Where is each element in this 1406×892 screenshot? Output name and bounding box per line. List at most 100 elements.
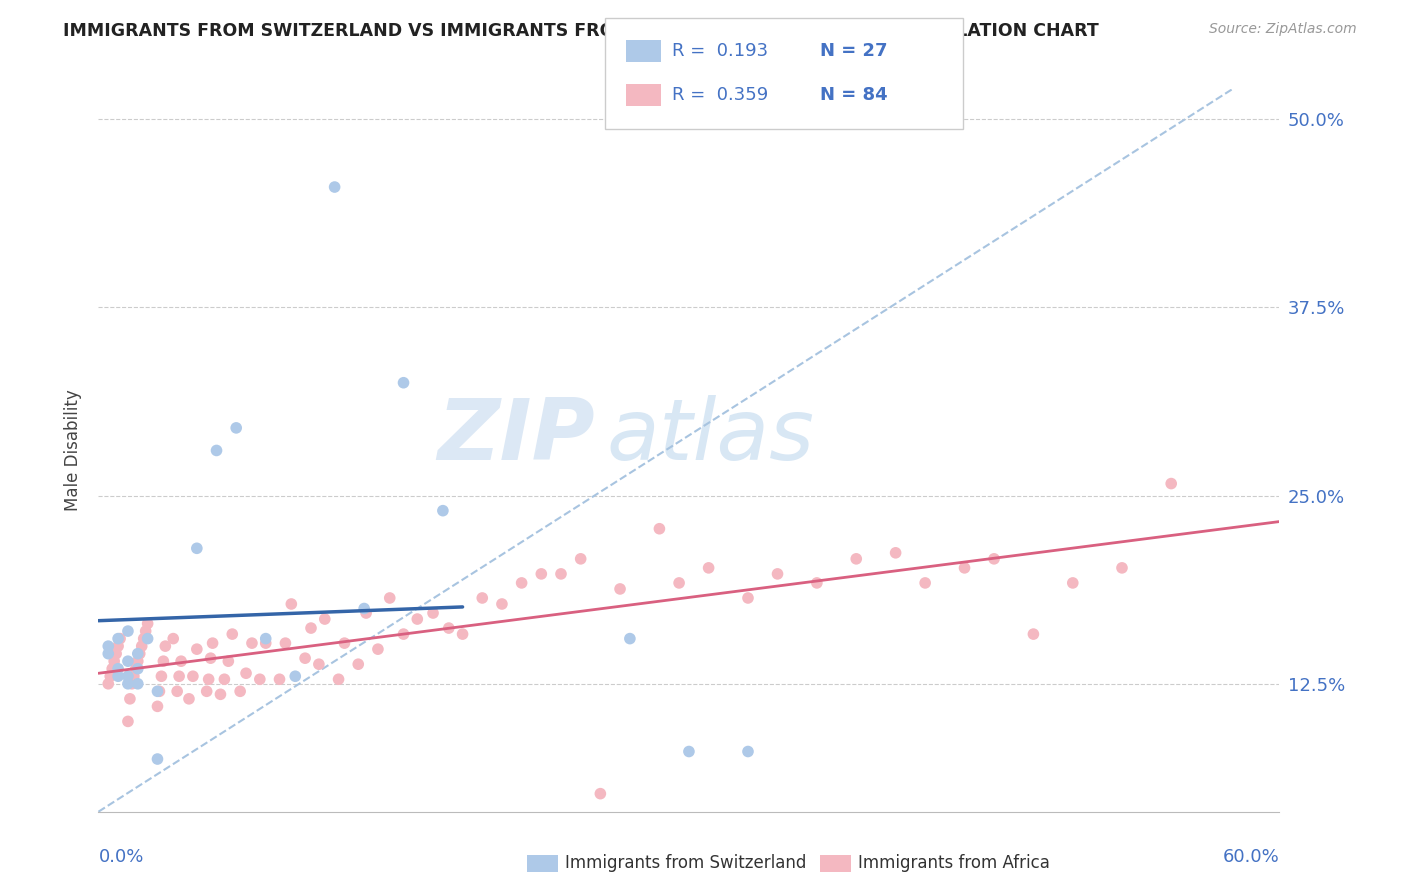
Point <box>205 443 228 458</box>
Point <box>225 421 247 435</box>
Text: ZIP: ZIP <box>437 394 595 477</box>
Point <box>117 654 139 668</box>
Point <box>406 612 429 626</box>
Point <box>697 561 720 575</box>
Point <box>471 591 494 605</box>
Point <box>806 576 828 591</box>
Point <box>117 624 139 639</box>
Point <box>97 677 120 691</box>
Point <box>166 684 188 698</box>
Text: Immigrants from Africa: Immigrants from Africa <box>858 855 1049 872</box>
Y-axis label: Male Disability: Male Disability <box>65 390 83 511</box>
Point <box>122 669 145 683</box>
Point <box>353 601 375 615</box>
Point <box>229 684 252 698</box>
Point <box>97 647 120 661</box>
Point <box>146 752 169 766</box>
Point <box>107 639 129 653</box>
Point <box>105 647 128 661</box>
Point <box>1022 627 1045 641</box>
Point <box>648 522 671 536</box>
Point <box>983 551 1005 566</box>
Point <box>107 632 129 646</box>
Point <box>367 642 389 657</box>
Point <box>884 546 907 560</box>
Point <box>333 636 356 650</box>
Point <box>953 561 976 575</box>
Point <box>1160 476 1182 491</box>
Point <box>162 632 184 646</box>
Point <box>221 627 243 641</box>
Text: IMMIGRANTS FROM SWITZERLAND VS IMMIGRANTS FROM AFRICA MALE DISABILITY CORRELATIO: IMMIGRANTS FROM SWITZERLAND VS IMMIGRANT… <box>63 22 1099 40</box>
Point <box>392 627 415 641</box>
Point <box>195 684 218 698</box>
Point <box>314 612 336 626</box>
Point <box>354 606 377 620</box>
Point <box>125 662 148 676</box>
Point <box>294 651 316 665</box>
Point <box>127 677 149 691</box>
Point <box>451 627 474 641</box>
Point <box>766 566 789 581</box>
Text: N = 27: N = 27 <box>820 42 887 60</box>
Point <box>152 654 174 668</box>
Point <box>98 669 121 683</box>
Point <box>299 621 322 635</box>
Text: atlas: atlas <box>606 394 814 477</box>
Point <box>569 551 592 566</box>
Point <box>437 621 460 635</box>
Point <box>845 551 868 566</box>
Point <box>1111 561 1133 575</box>
Point <box>127 662 149 676</box>
Point <box>132 632 155 646</box>
Point <box>240 636 263 650</box>
Point <box>136 632 159 646</box>
Point <box>308 657 330 672</box>
Point <box>101 662 124 676</box>
Point <box>609 582 631 596</box>
Point <box>491 597 513 611</box>
Point <box>108 632 131 646</box>
Point <box>422 606 444 620</box>
Point <box>550 566 572 581</box>
Point <box>107 669 129 683</box>
Point <box>217 654 239 668</box>
Point <box>150 669 173 683</box>
Point <box>589 787 612 801</box>
Point <box>432 503 454 517</box>
Point <box>136 616 159 631</box>
Point <box>280 597 302 611</box>
Point <box>197 673 219 687</box>
Point <box>737 591 759 605</box>
Point <box>128 647 150 661</box>
Point <box>121 677 143 691</box>
Point <box>737 744 759 758</box>
Point <box>510 576 533 591</box>
Point <box>186 541 208 556</box>
Text: N = 84: N = 84 <box>820 86 887 103</box>
Point <box>127 647 149 661</box>
Point <box>201 636 224 650</box>
Point <box>678 744 700 758</box>
Point <box>235 666 257 681</box>
Point <box>323 180 346 194</box>
Point <box>200 651 222 665</box>
Point <box>135 624 157 639</box>
Text: 60.0%: 60.0% <box>1223 847 1279 866</box>
Point <box>186 642 208 657</box>
Point <box>103 654 125 668</box>
Point <box>254 632 277 646</box>
Point <box>146 699 169 714</box>
Point <box>117 677 139 691</box>
Point <box>107 662 129 676</box>
Text: R =  0.193: R = 0.193 <box>672 42 768 60</box>
Point <box>914 576 936 591</box>
Point <box>274 636 297 650</box>
Point <box>117 714 139 729</box>
Point <box>392 376 415 390</box>
Point <box>117 669 139 683</box>
Point <box>118 691 141 706</box>
Point <box>284 669 307 683</box>
Point <box>177 691 200 706</box>
Point <box>1062 576 1084 591</box>
